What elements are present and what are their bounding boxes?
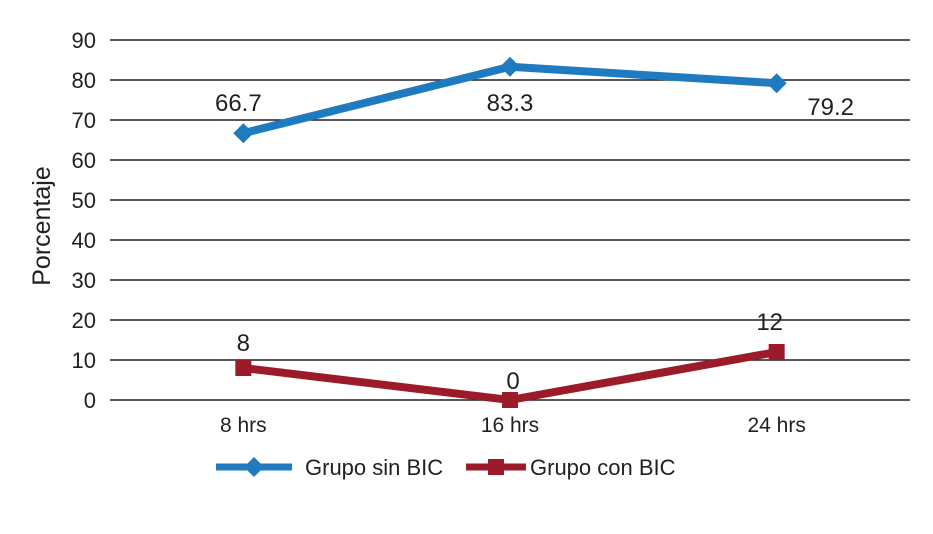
data-label: 79.2 <box>807 94 854 121</box>
data-point <box>768 344 785 360</box>
data-labels: 66.7 83.3 79.2 8 0 12 <box>215 90 854 395</box>
data-label: 0 <box>506 368 519 395</box>
y-tick-label: 70 <box>72 108 96 133</box>
x-axis-ticks: 8 hrs 16 hrs 24 hrs <box>220 414 806 437</box>
y-tick-label: 40 <box>72 228 96 253</box>
x-tick-label: 16 hrs <box>481 414 539 437</box>
data-point <box>500 56 520 77</box>
legend-marker <box>244 457 264 477</box>
data-point <box>502 392 518 408</box>
legend-marker <box>488 459 504 475</box>
y-axis-label: Porcentaje <box>28 166 56 286</box>
legend: Grupo sin BIC Grupo con BIC <box>216 455 676 480</box>
data-point <box>233 123 254 144</box>
y-tick-label: 0 <box>84 388 96 413</box>
y-tick-label: 20 <box>72 308 96 333</box>
y-axis-ticks: 0 10 20 30 40 50 60 70 80 90 <box>72 28 96 413</box>
x-tick-label: 24 hrs <box>747 414 805 437</box>
data-point <box>235 360 252 376</box>
y-tick-label: 10 <box>72 348 96 373</box>
y-tick-label: 60 <box>72 148 96 173</box>
data-label: 8 <box>237 330 250 357</box>
legend-label: Grupo sin BIC <box>305 455 443 480</box>
data-label: 66.7 <box>215 90 262 117</box>
data-label: 83.3 <box>487 90 534 117</box>
y-tick-label: 90 <box>72 28 96 53</box>
y-tick-label: 30 <box>72 268 96 293</box>
y-tick-label: 80 <box>72 68 96 93</box>
data-point <box>766 73 787 94</box>
data-label: 12 <box>756 309 783 336</box>
y-tick-label: 50 <box>72 188 96 213</box>
series <box>233 56 787 408</box>
x-tick-label: 8 hrs <box>220 414 267 437</box>
legend-label: Grupo con BIC <box>530 455 676 480</box>
